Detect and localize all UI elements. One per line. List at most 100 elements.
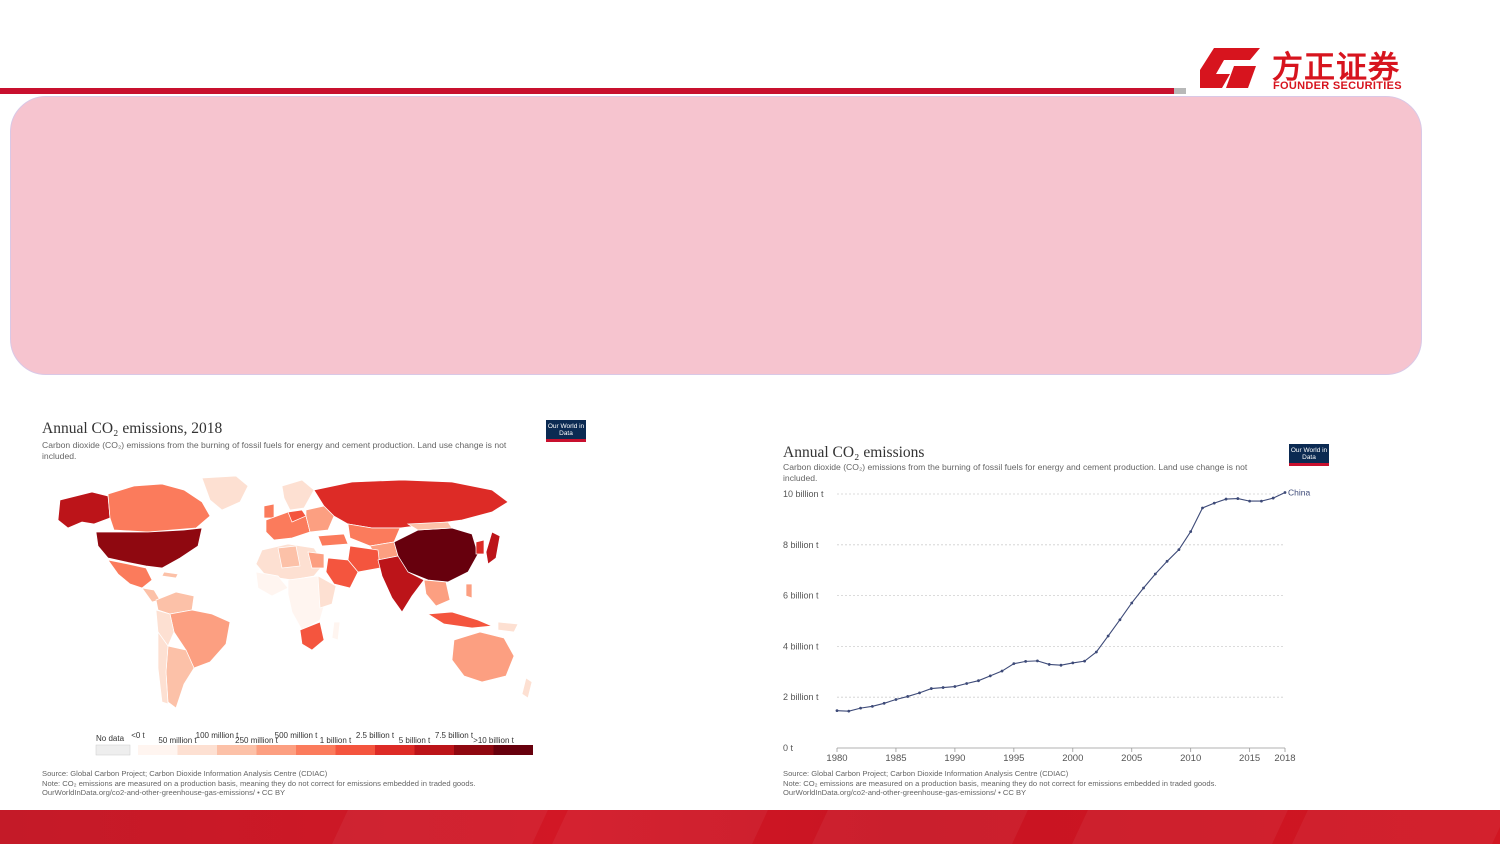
data-point <box>1177 548 1181 552</box>
x-tick-label: 2018 <box>1274 753 1295 764</box>
footer-bar <box>0 810 1500 844</box>
y-tick-label: 8 billion t <box>783 540 819 550</box>
map-region-mongolia <box>406 521 453 531</box>
legend-label-upper: 7.5 billion t <box>435 731 474 740</box>
data-point <box>965 682 969 685</box>
map-region-saudi-arabia <box>325 557 359 589</box>
data-point <box>1189 530 1193 533</box>
data-point <box>918 691 921 695</box>
map-region-peru-bolivia <box>155 609 175 647</box>
data-point <box>894 698 898 701</box>
map-region-scandinavia <box>281 479 315 511</box>
data-point <box>929 687 933 690</box>
map-source: Source: Global Carbon Project; Carbon Di… <box>42 769 328 778</box>
map-title: Annual CO₂ emissions, 2018 <box>42 420 223 437</box>
owid-badge-line: Our World in Data <box>1289 444 1329 466</box>
legend-swatch <box>493 745 533 755</box>
line-subtitle: Carbon dioxide (CO₂) emissions from the … <box>783 462 1248 483</box>
callout-box <box>10 96 1422 375</box>
data-point <box>953 685 957 688</box>
map-region-alaska <box>57 491 111 529</box>
data-point <box>882 701 886 705</box>
x-tick-label: 1980 <box>826 753 847 764</box>
data-point <box>847 709 851 713</box>
legend-label-upper: 100 million t <box>196 731 239 740</box>
legend-label-lower: 5 billion t <box>399 736 431 745</box>
brand-name-en: FOUNDER SECURITIES <box>1273 80 1402 92</box>
legend-swatch <box>177 745 217 755</box>
line-url: OurWorldInData.org/co2-and-other-greenho… <box>783 788 1027 797</box>
data-point <box>1271 496 1275 500</box>
legend-no-data: No data <box>96 734 125 743</box>
line-chart: 0 t 2 billion t 4 billion t 6 billion t 8 bi… <box>783 487 1310 764</box>
data-point <box>1012 662 1016 666</box>
map-region-new-zealand <box>521 677 533 699</box>
map-region-west-africa <box>255 571 289 597</box>
map-region-indonesia <box>426 611 493 629</box>
map-url: OurWorldInData.org/co2-and-other-greenho… <box>42 788 286 797</box>
data-point <box>1024 659 1028 663</box>
map-panel: Annual CO₂ emissions, 2018 Carbon dioxid… <box>42 420 592 805</box>
header-rule <box>0 88 1186 94</box>
legend-swatch <box>454 745 494 755</box>
map-region-egypt <box>307 551 325 569</box>
data-point <box>859 706 862 710</box>
map-region-south-africa <box>299 621 325 651</box>
y-tick-label: 0 t <box>783 743 794 753</box>
x-tick-label: 2000 <box>1062 753 1083 764</box>
data-point <box>1212 501 1216 505</box>
map-region-chile <box>157 630 169 705</box>
data-point <box>1283 491 1287 494</box>
map-legend: No data <0 t 100 million t 500 million t 2.… <box>95 731 533 756</box>
legend-swatch-no-data <box>95 744 131 756</box>
x-tick-label: 1985 <box>885 753 906 764</box>
series-label-china: China <box>1288 487 1310 497</box>
x-tick-label: 2015 <box>1239 753 1260 764</box>
brand-logo: 方正证券 FOUNDER SECURITIES <box>1200 44 1450 92</box>
header-rule-end <box>1174 88 1186 94</box>
line-title: Annual CO₂ emissions <box>783 444 925 461</box>
data-point <box>988 674 992 678</box>
data-point <box>906 695 910 698</box>
map-region-canada <box>107 483 211 533</box>
data-point <box>1165 559 1169 563</box>
legend-swatch <box>375 745 415 755</box>
legend-label-upper: 500 million t <box>275 731 318 740</box>
legend-label-lower: >10 billion t <box>473 736 514 745</box>
data-point <box>835 709 839 713</box>
x-tick-label: 1990 <box>944 753 965 764</box>
legend-label-upper: <0 t <box>131 731 145 740</box>
data-point <box>1142 586 1145 590</box>
line-note: Note: CO₂ emissions are measured on a pr… <box>783 778 1217 788</box>
world-map <box>57 475 533 709</box>
data-point <box>1094 650 1098 654</box>
map-region-east-africa <box>317 575 337 609</box>
data-point <box>1083 659 1086 663</box>
map-region-greenland <box>201 475 249 511</box>
x-tick-label: 1995 <box>1003 753 1024 764</box>
data-point <box>1153 572 1157 576</box>
data-point <box>1236 497 1240 500</box>
legend-label-upper: 2.5 billion t <box>356 731 395 740</box>
map-region-united-states <box>95 527 203 569</box>
founder-logo-icon <box>1200 48 1260 88</box>
data-point <box>870 704 874 708</box>
data-point <box>1260 499 1263 503</box>
y-tick-label: 10 billion t <box>783 489 824 499</box>
legend-swatch <box>335 745 375 755</box>
map-region-iran <box>347 545 381 573</box>
data-point <box>1118 618 1122 622</box>
map-note: Note: CO₂ emissions are measured on a pr… <box>42 778 476 788</box>
map-region-southeast-asia <box>423 579 451 607</box>
map-region-algeria <box>277 545 301 569</box>
y-tick-label: 2 billion t <box>783 692 819 702</box>
data-point <box>1201 506 1204 510</box>
legend-swatch <box>217 745 257 755</box>
map-region-papua <box>497 621 519 633</box>
series-line-china <box>836 491 1286 712</box>
map-region-russia <box>313 479 509 529</box>
map-region-uk <box>263 503 275 519</box>
data-point <box>1248 499 1252 503</box>
line-panel: Annual CO₂ emissions Carbon dioxide (CO₂… <box>783 444 1343 804</box>
map-region-australia <box>451 631 515 683</box>
